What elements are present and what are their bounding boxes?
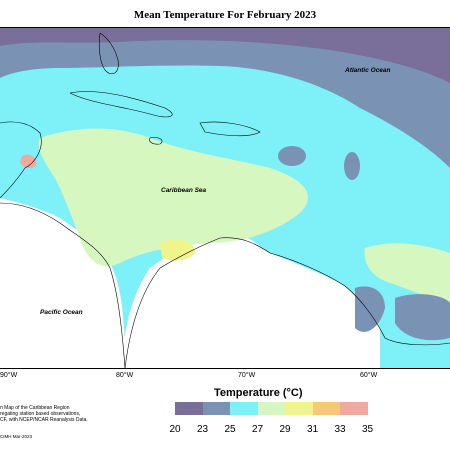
temperature-map: Atlantic Ocean Caribbean Sea Pacific Oce… [0,27,450,369]
yucatan-coast [0,121,42,199]
legend-level: 31 [306,424,319,435]
lon-tick-60w: 60°W [360,372,378,379]
credit-text: CIMH Mar-2023 [0,434,33,439]
atlantic-ocean-label: Atlantic Ocean [344,67,391,74]
map-note: n Map of the Caribbean Region regating s… [0,405,88,423]
caribbean-warm-region [38,128,309,267]
hispaniola-coast [199,121,261,137]
hot-patch-yucatan [20,154,37,169]
south-america-land [120,231,380,368]
cool-patch-lesser-antilles [344,152,360,180]
central-america-coast [0,202,126,369]
lon-tick-90w: 90°W [0,372,18,379]
florida-coast [98,32,119,75]
pacific-ocean-label: Pacific Ocean [40,309,83,316]
legend-swatch [175,402,203,415]
south-america-coast [124,237,450,369]
legend-swatch [340,402,368,415]
note-line: regating station based observations, [0,411,81,417]
cool-patch-guyana [355,286,385,332]
legend-swatch [285,402,313,415]
cuba-coast [69,91,173,118]
jamaica-coast [149,137,163,145]
pacific-water [0,228,115,368]
legend-level: 27 [251,424,264,435]
note-line: n Map of the Caribbean Region [0,405,70,411]
map-title: Mean Temperature For February 2023 [133,9,317,21]
coastlines [0,32,450,369]
note-line: CF, with NCEP/NCAR Reanalysis Data. [0,417,88,423]
lon-tick-80w: 80°W [116,372,134,379]
legend-title: Temperature (°C) [214,387,303,399]
legend-swatch [230,402,258,415]
legend-level: 29 [279,424,291,435]
map-canvas: Atlantic Ocean Caribbean Sea Pacific Oce… [0,28,450,369]
legend-level: 33 [334,424,346,435]
legend-swatch [312,402,340,415]
warm-patch-colombia [160,239,195,261]
cool-patch-suriname [395,294,450,341]
legend-level: 23 [196,424,209,435]
legend-level: 20 [169,424,181,435]
atlantic-warm-region [364,243,450,303]
legend-level: 25 [224,424,236,435]
coolest-north-band [0,28,450,83]
caribbean-sea-label: Caribbean Sea [161,187,207,194]
cool-north-band [0,28,450,168]
legend-level: 35 [361,424,374,435]
legend-swatch [257,402,285,415]
cool-patch-puerto-rico [278,146,306,166]
lon-tick-70w: 70°W [238,372,256,379]
legend-swatch [202,402,230,415]
